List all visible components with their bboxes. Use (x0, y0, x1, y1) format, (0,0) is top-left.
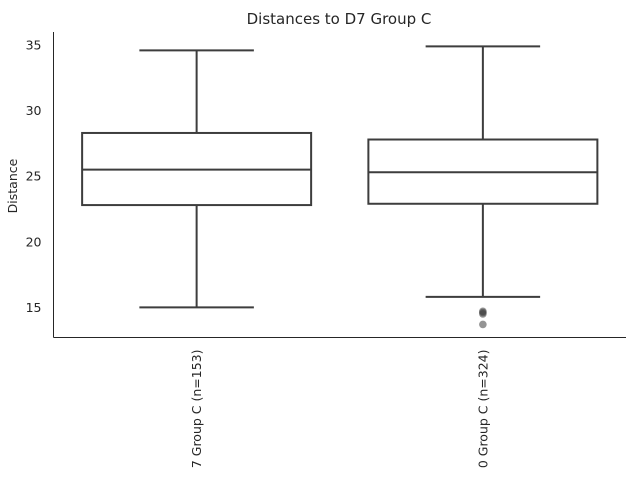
box-group (367, 45, 599, 329)
x-tick-label: 0 Group C (n=324) (475, 350, 490, 469)
chart-title: Distances to D7 Group C (247, 10, 432, 28)
y-tick-label: 25 (26, 169, 42, 184)
y-tick-label: 20 (26, 234, 42, 249)
outlier-point (479, 310, 487, 318)
x-axis-ticks: 7 Group C (n=153) 0 Group C (n=324) (189, 350, 490, 469)
y-tick-label: 35 (26, 38, 42, 53)
y-tick-label: 30 (26, 103, 42, 118)
outlier-point (479, 320, 487, 329)
box-group (81, 49, 313, 309)
y-axis-ticks: 15 20 25 30 35 (26, 38, 42, 315)
y-axis-label: Distance (5, 158, 20, 213)
boxes-layer (81, 45, 599, 329)
x-tick-label: 7 Group C (n=153) (189, 350, 204, 469)
y-tick-label: 15 (26, 300, 42, 315)
